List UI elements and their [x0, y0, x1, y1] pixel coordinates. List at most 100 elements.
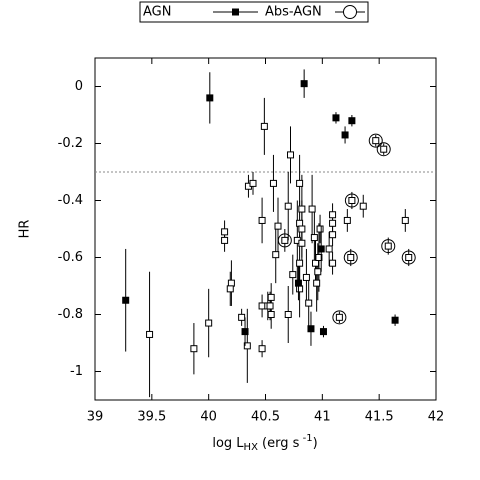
abs-agn-circle — [401, 250, 416, 265]
open-square-point — [305, 299, 313, 307]
filled-square-point — [348, 117, 356, 125]
x-tick-label: 39 — [87, 410, 104, 425]
filled-square-point — [391, 316, 399, 324]
abs-agn-square — [348, 197, 356, 204]
filled-square-point — [319, 328, 327, 336]
x-axis-label-part: -1 — [299, 433, 312, 444]
open-square-point — [205, 319, 213, 327]
open-square-point — [343, 216, 351, 224]
open-square-point — [249, 179, 257, 187]
abs-agn-circle — [376, 142, 391, 157]
open-square-point — [329, 231, 337, 239]
legend-label: AGN — [143, 5, 171, 20]
legend-marker — [232, 8, 239, 16]
x-tick-label: 41 — [314, 410, 331, 425]
abs-agn-circle — [277, 233, 292, 248]
filled-square-point — [206, 94, 214, 102]
x-tick-label: 40 — [200, 410, 217, 425]
open-square-point — [260, 122, 268, 130]
open-square-point — [221, 228, 229, 236]
open-square-point — [258, 302, 266, 310]
open-square-point — [274, 222, 282, 230]
x-tick-label: 42 — [428, 410, 445, 425]
abs-agn-square — [281, 236, 289, 244]
abs-agn-square — [405, 254, 413, 261]
open-square-point — [258, 345, 266, 353]
open-square-point — [329, 211, 337, 219]
filled-square-point — [317, 245, 325, 253]
open-square-point — [298, 239, 306, 247]
abs-agn-circle — [344, 193, 359, 208]
y-tick-label: -0.8 — [58, 307, 83, 322]
open-square-point — [226, 285, 234, 293]
open-square-point — [359, 202, 367, 210]
legend-marker — [343, 5, 357, 19]
y-axis-label: HR — [18, 220, 33, 239]
open-square-point — [298, 205, 306, 213]
open-square-point — [315, 254, 323, 261]
open-square-point — [316, 225, 324, 233]
filled-square-point — [332, 114, 340, 122]
open-square-point — [313, 279, 321, 287]
open-square-point — [221, 236, 229, 244]
open-square-point — [267, 293, 275, 301]
x-tick-label: 39.5 — [137, 410, 166, 425]
open-square-point — [296, 219, 304, 227]
open-square-point — [258, 216, 266, 224]
open-square-point — [284, 202, 292, 210]
abs-agn-circle — [332, 310, 347, 325]
open-square-point — [227, 279, 235, 287]
x-axis-label-part: ) — [313, 436, 318, 451]
filled-square-point — [122, 296, 130, 304]
open-square-point — [289, 271, 297, 279]
open-square-point — [146, 330, 154, 338]
open-square-point — [190, 345, 198, 353]
open-square-point — [266, 302, 274, 310]
abs-agn-circle — [368, 133, 383, 148]
open-square-point — [243, 342, 251, 350]
open-square-point — [298, 225, 306, 233]
open-square-point — [296, 285, 304, 293]
open-square-point — [314, 268, 322, 276]
open-square-point — [325, 245, 333, 253]
abs-agn-square — [347, 254, 355, 261]
open-square-point — [269, 179, 277, 187]
x-tick-label: 41.5 — [365, 410, 394, 425]
legend-box — [139, 1, 369, 23]
open-square-point — [302, 273, 310, 281]
abs-agn-circle — [343, 250, 358, 265]
filled-square-point — [241, 328, 249, 336]
abs-agn-square — [335, 313, 343, 321]
y-tick-label: -0.4 — [58, 193, 83, 208]
x-axis-label-part: (erg s — [258, 436, 300, 451]
open-square-point — [296, 179, 304, 187]
y-tick-label: -0.6 — [58, 250, 83, 265]
open-square-point — [312, 259, 320, 267]
filled-square-point — [300, 80, 308, 88]
x-axis-label-part: log L — [212, 436, 244, 451]
open-square-point — [329, 259, 337, 267]
open-square-point — [284, 311, 292, 318]
abs-agn-square — [372, 137, 380, 145]
y-tick-label: 0 — [75, 79, 83, 94]
filled-square-point — [307, 325, 315, 333]
open-square-point — [308, 205, 316, 213]
x-axis-label: log LHX (erg s -1) — [212, 433, 317, 453]
x-axis-label-part: HX — [244, 442, 259, 453]
open-square-point — [310, 234, 318, 242]
y-tick-label: -0.2 — [58, 136, 83, 151]
open-square-point — [238, 313, 246, 321]
abs-agn-square — [384, 242, 392, 250]
legend-label: Abs-AGN — [265, 5, 322, 20]
open-square-point — [296, 259, 304, 267]
open-square-point — [329, 219, 337, 227]
abs-agn-square — [380, 145, 388, 153]
filled-square-point — [294, 279, 302, 287]
open-square-point — [287, 151, 295, 159]
x-tick-label: 40.5 — [251, 410, 280, 425]
open-square-point — [272, 251, 280, 259]
open-square-point — [401, 216, 409, 224]
abs-agn-circle — [381, 239, 396, 254]
